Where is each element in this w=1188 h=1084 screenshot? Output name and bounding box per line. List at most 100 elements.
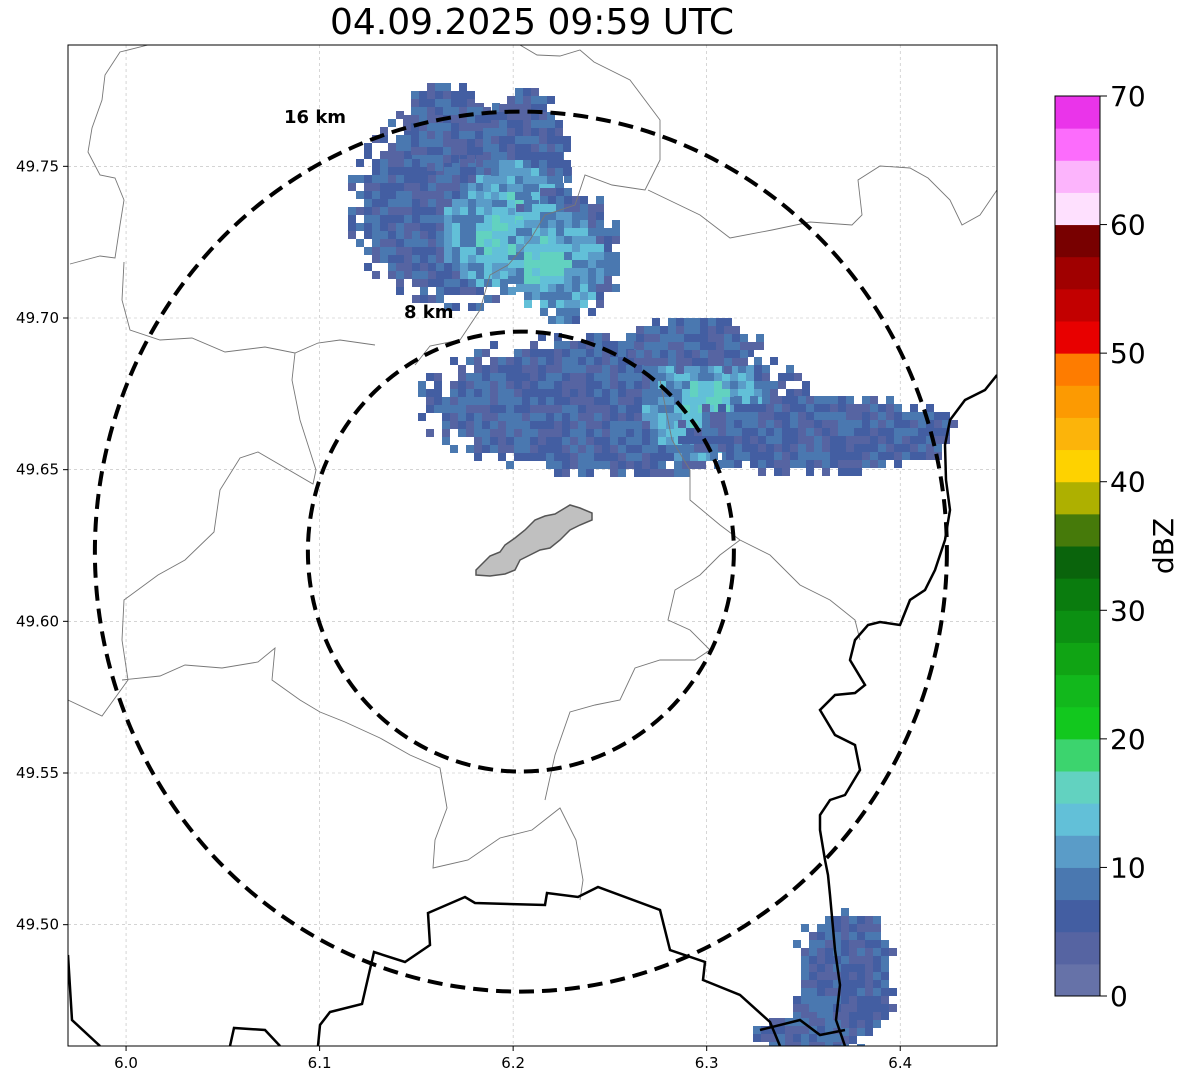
colorbar-segment <box>1055 546 1100 579</box>
echo-cell <box>881 940 889 948</box>
echo-cell <box>722 389 730 397</box>
echo-cell <box>734 412 742 420</box>
echo-cell <box>516 284 524 292</box>
echo-cell <box>644 358 652 366</box>
echo-cell <box>540 308 548 316</box>
echo-cell <box>484 191 492 199</box>
echo-cell <box>522 357 530 365</box>
echo-cell <box>761 1034 769 1042</box>
echo-cell <box>678 436 686 444</box>
echo-cell <box>676 358 684 366</box>
echo-cell <box>514 349 522 357</box>
echo-cell <box>674 405 682 413</box>
echo-cell <box>782 420 790 428</box>
echo-cell <box>420 255 428 263</box>
echo-cell <box>451 107 459 115</box>
echo-cell <box>578 357 586 365</box>
echo-cell <box>878 404 886 412</box>
echo-cell <box>588 308 596 316</box>
echo-cell <box>825 1026 833 1034</box>
echo-cell <box>491 136 499 144</box>
echo-cell <box>801 1018 809 1026</box>
echo-cell <box>556 196 564 204</box>
echo-cell <box>554 413 562 421</box>
echo-cell <box>507 168 515 176</box>
echo-cell <box>588 244 596 252</box>
echo-cell <box>612 220 620 228</box>
echo-cell <box>372 175 380 183</box>
echo-cell <box>452 191 460 199</box>
echo-cell <box>586 445 594 453</box>
echo-cell <box>618 365 626 373</box>
echo-cell <box>602 437 610 445</box>
echo-cell <box>610 429 618 437</box>
echo-cell <box>754 365 762 373</box>
echo-cell <box>498 389 506 397</box>
echo-cell <box>556 260 564 268</box>
echo-cell <box>515 128 523 136</box>
echo-cell <box>706 381 714 389</box>
echo-cell <box>650 421 658 429</box>
echo-cell <box>682 453 690 461</box>
echo-cell <box>476 303 484 311</box>
echo-cell <box>612 236 620 244</box>
echo-cell <box>467 115 475 123</box>
echo-cell <box>458 373 466 381</box>
echo-cell <box>822 420 830 428</box>
echo-cell <box>714 373 722 381</box>
boundary-line <box>647 165 997 239</box>
echo-cell <box>546 365 554 373</box>
echo-cell <box>801 1012 809 1020</box>
echo-cell <box>862 412 870 420</box>
echo-cell <box>910 444 918 452</box>
echo-cell <box>690 461 698 469</box>
echo-cell <box>857 964 865 972</box>
echo-cell <box>554 429 562 437</box>
echo-cell <box>668 326 676 334</box>
echo-cell <box>846 404 854 412</box>
echo-cell <box>474 413 482 421</box>
echo-cell <box>380 239 388 247</box>
echo-cell <box>412 239 420 247</box>
echo-cell <box>708 342 716 350</box>
echo-cell <box>734 404 742 412</box>
echo-cell <box>602 373 610 381</box>
echo-cell <box>562 453 570 461</box>
echo-cell <box>531 120 539 128</box>
echo-cell <box>564 316 572 324</box>
echo-cell <box>572 196 580 204</box>
echo-cell <box>849 1036 857 1044</box>
y-tick-label: 49.65 <box>16 461 59 479</box>
echo-cell <box>436 207 444 215</box>
echo-cell <box>588 220 596 228</box>
echo-cell <box>774 468 782 476</box>
echo-cell <box>594 357 602 365</box>
echo-cell <box>817 1034 825 1042</box>
echo-cell <box>562 445 570 453</box>
echo-cell <box>474 397 482 405</box>
echo-cell <box>758 436 766 444</box>
echo-cell <box>411 99 419 107</box>
echo-cell <box>742 404 750 412</box>
echo-cell <box>817 956 825 964</box>
echo-cell <box>686 428 694 436</box>
colorbar-segment <box>1055 385 1100 418</box>
echo-cell <box>658 461 666 469</box>
echo-cell <box>801 948 809 956</box>
echo-cell <box>588 236 596 244</box>
echo-cell <box>539 176 547 184</box>
echo-cell <box>726 452 734 460</box>
x-tick-label: 6.2 <box>501 1054 525 1072</box>
echo-cell <box>838 452 846 460</box>
echo-cell <box>388 231 396 239</box>
echo-cell <box>849 964 857 972</box>
echo-cell <box>854 468 862 476</box>
echo-cell <box>436 231 444 239</box>
echo-cell <box>724 350 732 358</box>
echo-cell <box>434 397 442 405</box>
echo-cell <box>524 284 532 292</box>
echo-cell <box>404 271 412 279</box>
echo-cell <box>508 247 516 255</box>
echo-cell <box>451 91 459 99</box>
